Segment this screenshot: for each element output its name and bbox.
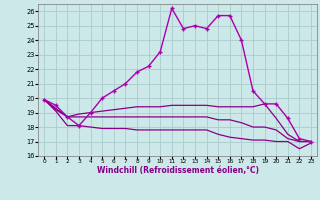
X-axis label: Windchill (Refroidissement éolien,°C): Windchill (Refroidissement éolien,°C) bbox=[97, 166, 259, 175]
